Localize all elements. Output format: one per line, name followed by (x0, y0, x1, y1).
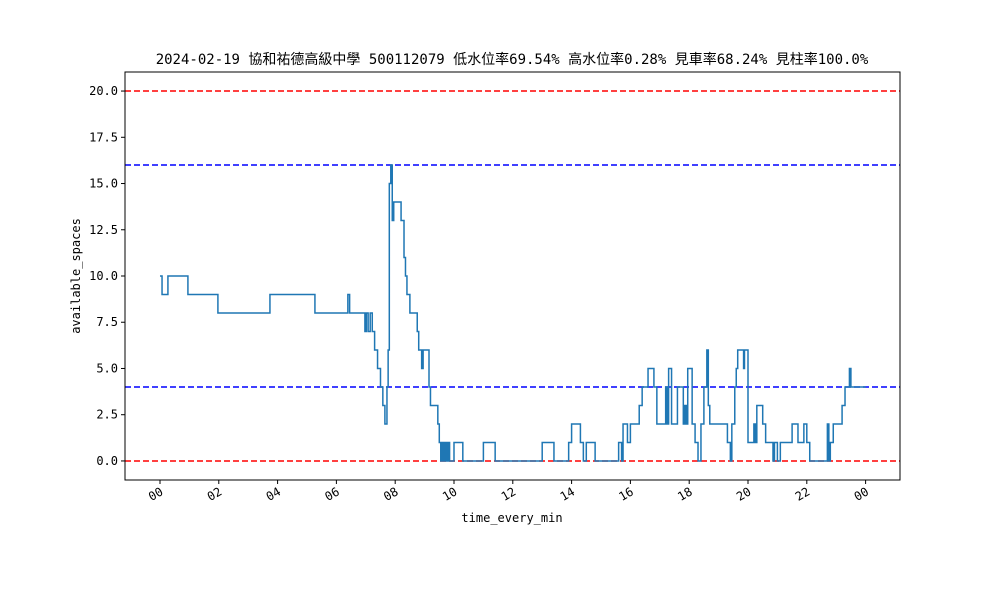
x-tick-label: 12 (499, 484, 519, 503)
x-tick-label: 04 (264, 484, 284, 503)
y-axis-label: available_spaces (69, 218, 83, 334)
data-line (159, 164, 866, 462)
x-tick-label: 22 (793, 484, 813, 503)
x-tick-label: 02 (205, 484, 225, 503)
x-tick-label: 06 (322, 484, 342, 503)
y-tick-label: 17.5 (89, 130, 118, 144)
y-tick-label: 2.5 (96, 408, 118, 422)
x-tick-label: 08 (381, 484, 401, 503)
plot-frame (124, 71, 901, 481)
x-tick-label: 10 (440, 484, 460, 503)
x-axis-label: time_every_min (461, 511, 562, 525)
x-tick-label: 16 (616, 484, 636, 503)
y-tick-label: 12.5 (89, 223, 118, 237)
chart-title: 2024-02-19 協和祐德高級中學 500112079 低水位率69.54%… (156, 51, 869, 68)
y-tick-label: 10.0 (89, 269, 118, 283)
x-tick-label: 20 (734, 484, 754, 503)
x-tick-label: 18 (675, 484, 695, 503)
x-tick-label: 00 (146, 484, 166, 503)
y-tick-label: 7.5 (96, 315, 118, 329)
y-tick-label: 20.0 (89, 84, 118, 98)
x-tick-label: 00 (852, 484, 872, 503)
y-tick-label: 15.0 (89, 177, 118, 191)
y-tick-label: 0.0 (96, 454, 118, 468)
y-tick-label: 5.0 (96, 361, 118, 375)
x-tick-label: 14 (558, 484, 578, 503)
